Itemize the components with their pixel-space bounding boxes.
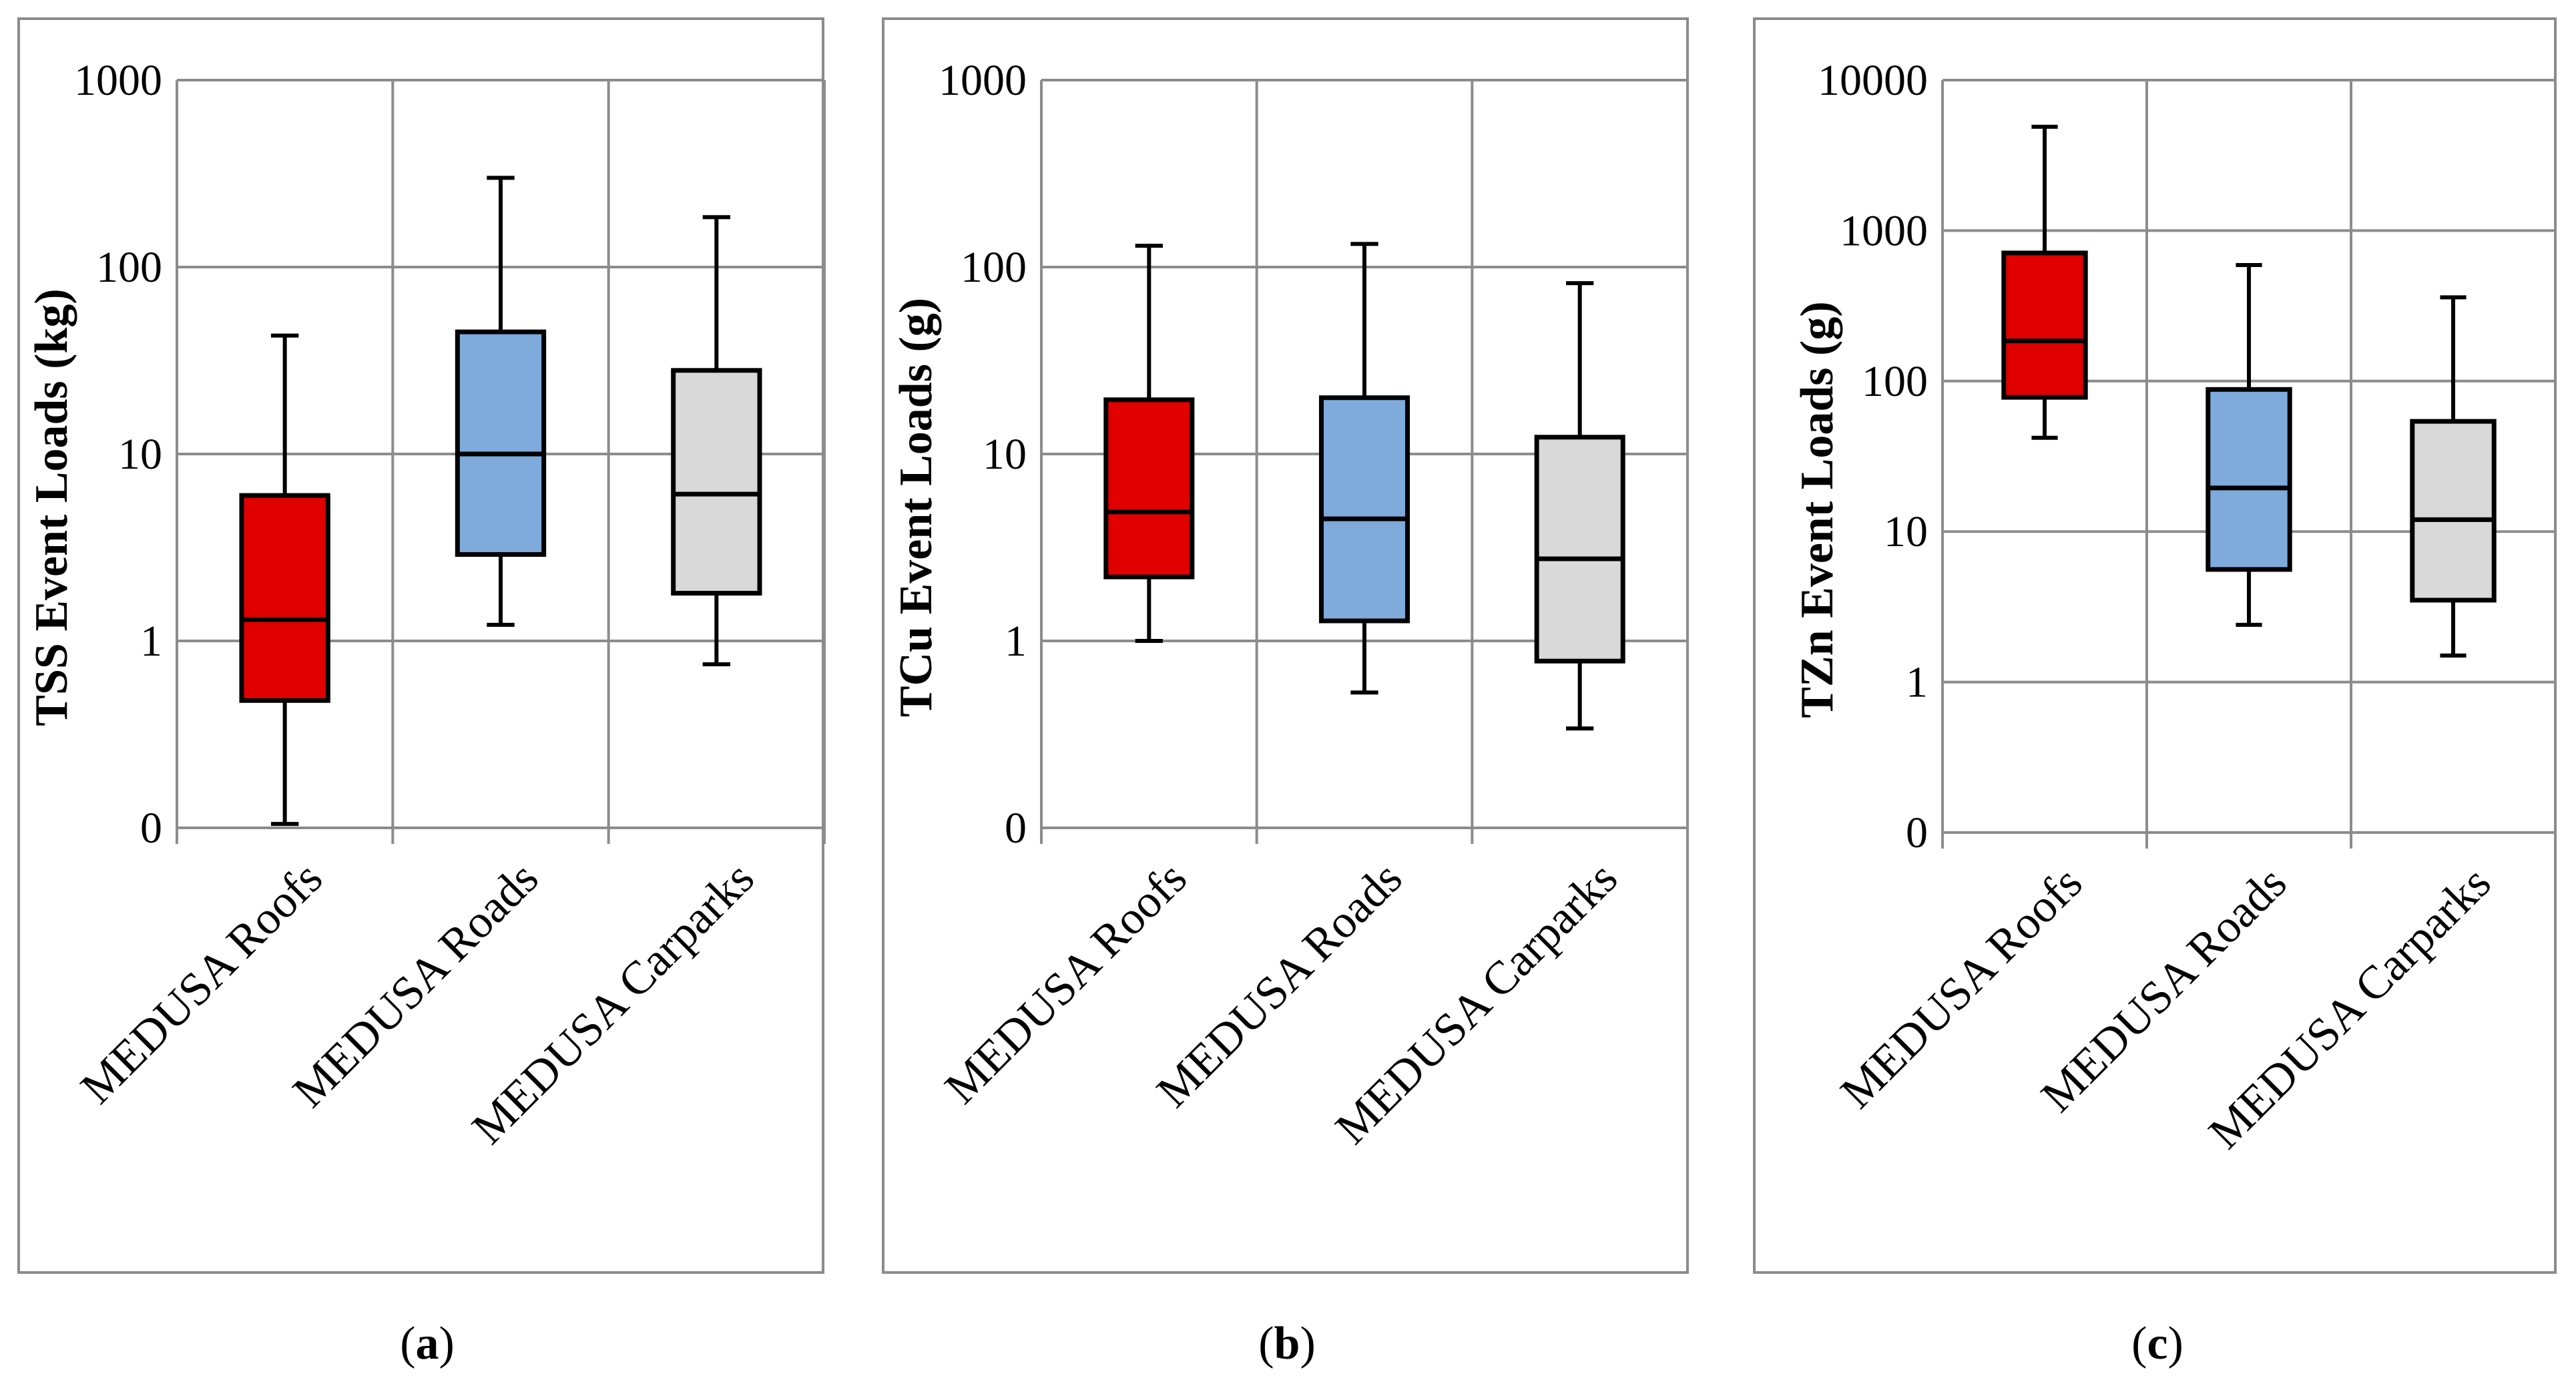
caption-close: ) — [439, 1318, 455, 1369]
box-iqr — [455, 329, 547, 557]
box-medusa-roads — [1318, 242, 1410, 695]
y-tick-label: 100 — [96, 243, 162, 292]
box-medusa-roads — [455, 176, 547, 627]
y-axis-title: TZn Event Loads (g) — [1792, 301, 1843, 718]
y-axis-title: TSS Event Loads (kg) — [26, 288, 77, 726]
panel-caption: (c) — [2131, 1318, 2183, 1369]
box-medusa-roofs — [1103, 244, 1195, 643]
caption-letter: c — [2147, 1318, 2167, 1369]
panel-frame — [1753, 17, 2557, 1274]
y-tick-label: 1000 — [74, 56, 162, 105]
y-tick-label: 1 — [1005, 617, 1027, 666]
box-iqr — [239, 493, 330, 703]
caption-open: ( — [2131, 1318, 2147, 1369]
panel-frame — [17, 17, 824, 1274]
box-iqr — [1534, 435, 1625, 664]
y-tick-label: 0 — [1906, 808, 1928, 857]
y-tick-label: 1000 — [1840, 206, 1928, 255]
y-tick-label: 10 — [983, 430, 1027, 479]
box-medusa-roofs — [239, 333, 330, 827]
y-tick-label: 10000 — [1818, 56, 1928, 105]
y-tick-label: 100 — [961, 243, 1027, 292]
box-iqr — [2206, 387, 2292, 572]
box-iqr — [2410, 419, 2497, 603]
y-tick-label: 10 — [118, 430, 162, 479]
caption-open: ( — [400, 1318, 415, 1369]
y-tick-label: 1000 — [939, 56, 1027, 105]
y-tick-label: 0 — [140, 804, 162, 853]
caption-close: ) — [2168, 1318, 2183, 1369]
y-tick-label: 1 — [140, 617, 162, 666]
box-medusa-roofs — [2001, 124, 2088, 440]
box-medusa-carparks — [671, 215, 762, 666]
box-iqr — [1103, 397, 1195, 579]
box-iqr — [2001, 250, 2088, 400]
caption-open: ( — [1258, 1318, 1274, 1369]
box-iqr — [1318, 395, 1410, 624]
box-medusa-roads — [2206, 263, 2292, 627]
panel-caption: (b) — [1258, 1318, 1316, 1369]
panel-caption: (a) — [400, 1318, 455, 1369]
y-tick-label: 10 — [1884, 507, 1928, 556]
caption-letter: b — [1274, 1318, 1300, 1369]
box-medusa-carparks — [1534, 281, 1625, 731]
y-tick-label: 0 — [1005, 804, 1027, 853]
y-tick-label: 100 — [1862, 357, 1928, 406]
box-medusa-carparks — [2410, 295, 2497, 658]
caption-close: ) — [1300, 1318, 1315, 1369]
y-tick-label: 1 — [1906, 658, 1928, 707]
box-iqr — [671, 368, 762, 596]
y-axis-title: TCu Event Loads (g) — [890, 298, 942, 717]
caption-letter: a — [416, 1318, 439, 1369]
